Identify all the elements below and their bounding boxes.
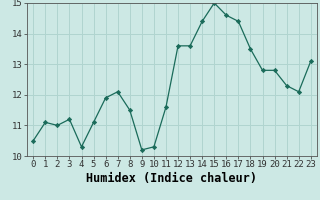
X-axis label: Humidex (Indice chaleur): Humidex (Indice chaleur) bbox=[86, 172, 258, 185]
